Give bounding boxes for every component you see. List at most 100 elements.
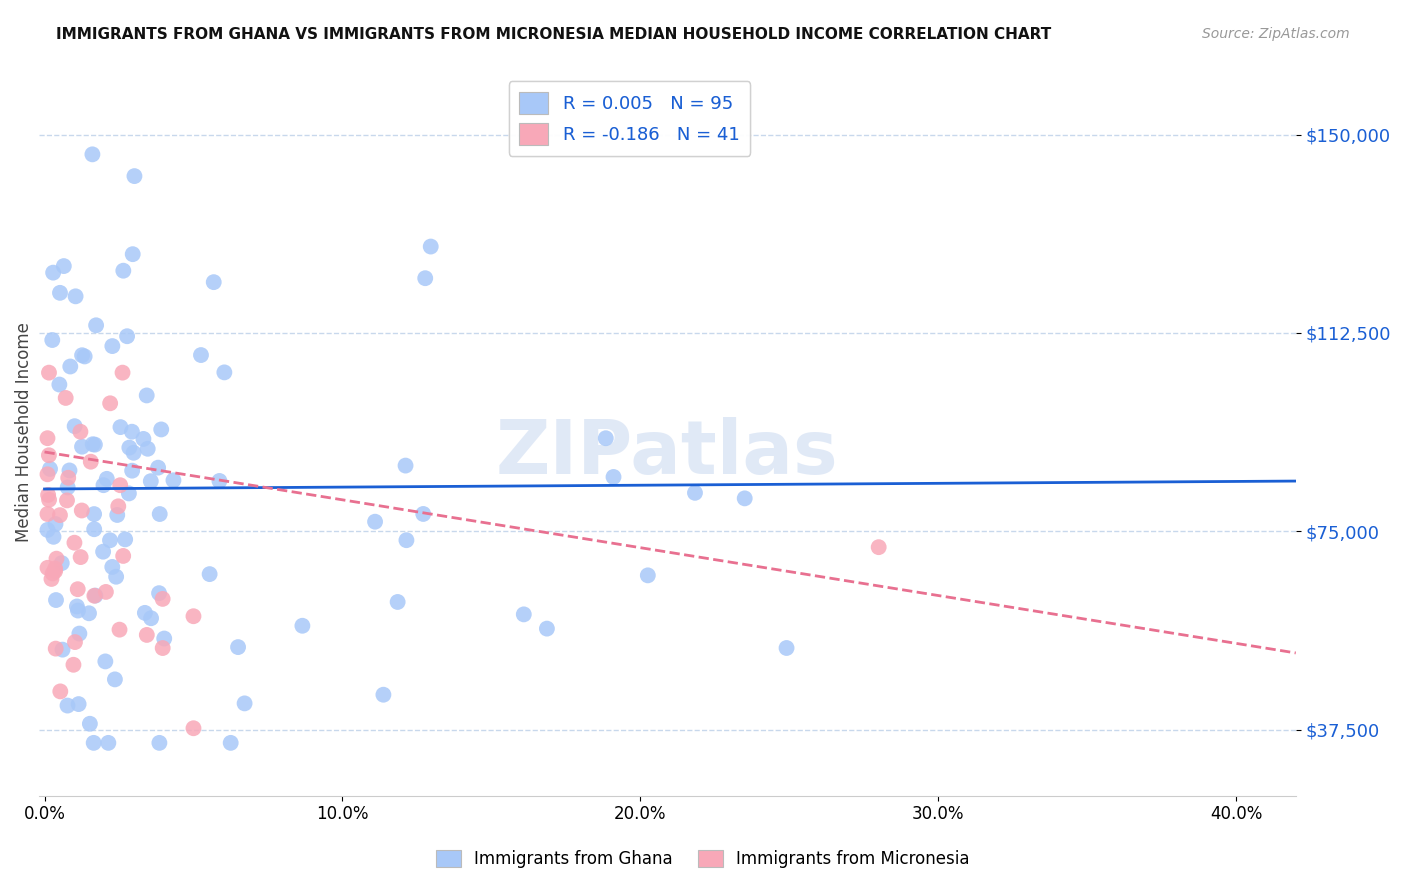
Point <box>139 611 162 625</box>
Point <box>37 507 59 521</box>
Point <box>637 568 659 582</box>
Point <box>66 582 89 597</box>
Point <box>208 474 231 488</box>
Point <box>55 391 77 405</box>
Point <box>98 396 121 410</box>
Point <box>59 359 82 374</box>
Point <box>52 259 75 273</box>
Point <box>73 350 96 364</box>
Point <box>94 585 117 599</box>
Point <box>419 239 441 253</box>
Point <box>121 247 143 261</box>
Point <box>83 522 105 536</box>
Point <box>37 561 59 575</box>
Point <box>80 455 103 469</box>
Point <box>198 567 221 582</box>
Point <box>602 470 624 484</box>
Point <box>105 508 128 522</box>
Point <box>82 147 104 161</box>
Point <box>97 736 120 750</box>
Point <box>38 448 60 462</box>
Point <box>77 607 100 621</box>
Point <box>101 560 124 574</box>
Point <box>412 507 434 521</box>
Point <box>114 533 136 547</box>
Point <box>536 622 558 636</box>
Text: ZIPatlas: ZIPatlas <box>496 417 838 491</box>
Legend: R = 0.005   N = 95, R = -0.186   N = 41: R = 0.005 N = 95, R = -0.186 N = 41 <box>509 81 751 156</box>
Point <box>38 492 60 507</box>
Point <box>152 641 174 656</box>
Point <box>111 366 134 380</box>
Point <box>42 530 65 544</box>
Legend: Immigrants from Ghana, Immigrants from Micronesia: Immigrants from Ghana, Immigrants from M… <box>429 843 977 875</box>
Point <box>49 684 72 698</box>
Point <box>118 441 141 455</box>
Point <box>91 544 114 558</box>
Point <box>63 635 86 649</box>
Point <box>56 493 79 508</box>
Point <box>139 474 162 488</box>
Point <box>51 642 73 657</box>
Point <box>79 716 101 731</box>
Point <box>149 507 172 521</box>
Point <box>45 641 67 656</box>
Point <box>112 263 135 277</box>
Point <box>70 440 93 454</box>
Point <box>62 657 84 672</box>
Point <box>105 570 128 584</box>
Point <box>135 628 157 642</box>
Text: IMMIGRANTS FROM GHANA VS IMMIGRANTS FROM MICRONESIA MEDIAN HOUSEHOLD INCOME CORR: IMMIGRANTS FROM GHANA VS IMMIGRANTS FROM… <box>56 27 1052 42</box>
Point <box>219 736 242 750</box>
Point <box>37 467 59 482</box>
Point <box>51 556 73 570</box>
Point <box>39 462 62 476</box>
Point <box>183 609 205 624</box>
Point <box>183 721 205 735</box>
Point <box>41 333 63 347</box>
Point <box>45 593 67 607</box>
Point <box>373 688 395 702</box>
Point <box>93 478 115 492</box>
Text: Source: ZipAtlas.com: Source: ZipAtlas.com <box>1202 27 1350 41</box>
Point <box>108 623 131 637</box>
Point <box>94 654 117 668</box>
Point <box>152 591 174 606</box>
Point <box>387 595 409 609</box>
Point <box>413 271 436 285</box>
Point <box>291 619 314 633</box>
Point <box>150 422 173 436</box>
Point <box>214 365 236 379</box>
Point <box>98 533 121 548</box>
Point <box>37 431 59 445</box>
Point <box>132 432 155 446</box>
Point <box>66 599 89 614</box>
Point <box>83 507 105 521</box>
Point <box>38 366 60 380</box>
Point <box>775 640 797 655</box>
Point <box>135 388 157 402</box>
Point <box>148 736 170 750</box>
Point <box>202 275 225 289</box>
Point <box>49 508 72 523</box>
Point <box>37 523 59 537</box>
Point <box>44 516 66 531</box>
Point <box>134 606 156 620</box>
Point <box>84 589 107 603</box>
Point <box>146 460 169 475</box>
Y-axis label: Median Household Income: Median Household Income <box>15 322 32 542</box>
Point <box>67 626 90 640</box>
Point <box>42 266 65 280</box>
Point <box>104 673 127 687</box>
Point <box>394 458 416 473</box>
Point <box>124 169 146 183</box>
Point <box>513 607 536 622</box>
Point <box>101 339 124 353</box>
Point <box>233 697 256 711</box>
Point <box>153 632 176 646</box>
Point <box>96 472 118 486</box>
Point <box>65 289 87 303</box>
Point <box>83 437 105 451</box>
Point <box>41 566 63 581</box>
Point <box>66 603 89 617</box>
